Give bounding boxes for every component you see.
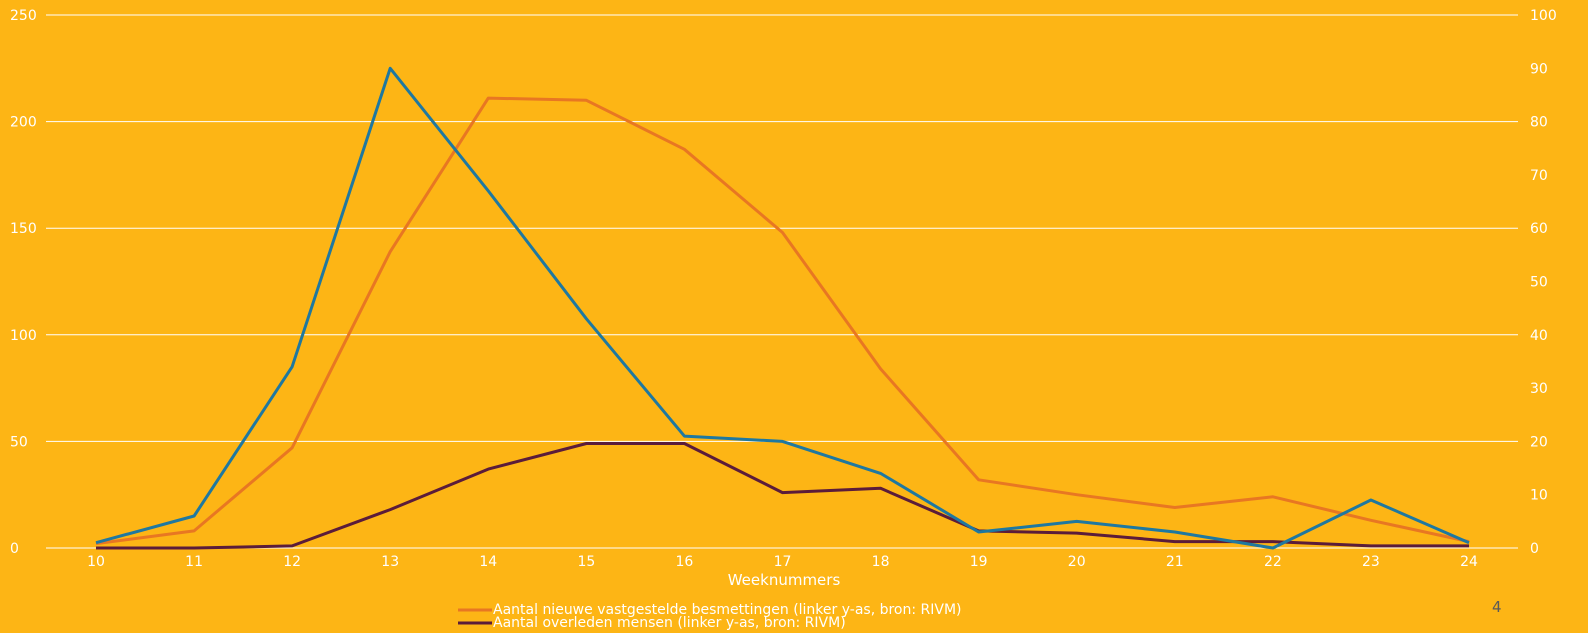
y-tick-label-right: 30 (1530, 381, 1548, 397)
y-tick-label-left: 50 (10, 434, 28, 450)
y-tick-label-right: 10 (1530, 488, 1548, 504)
x-tick-label: 19 (970, 554, 988, 570)
x-tick-label: 18 (872, 554, 890, 570)
x-tick-label: 16 (676, 554, 694, 570)
y-tick-label-right: 20 (1530, 434, 1548, 450)
x-tick-label: 10 (87, 554, 105, 570)
y-tick-label-left: 150 (10, 221, 37, 237)
right-y-axis: 0 10 20 30 40 50 60 70 80 90 100 (1530, 8, 1557, 557)
x-tick-label: 17 (774, 554, 792, 570)
y-tick-label-right: 0 (1530, 541, 1539, 557)
x-tick-label: 11 (185, 554, 203, 570)
x-axis-title: Weeknummers (728, 571, 841, 589)
page-number: 4 (1492, 598, 1502, 616)
series-line-2 (95, 66, 1470, 550)
y-tick-label-right: 70 (1530, 168, 1548, 184)
x-tick-label: 12 (283, 554, 301, 570)
y-tick-label-left: 250 (10, 8, 37, 24)
x-axis: 10 11 12 13 14 15 16 17 18 19 20 21 22 23 24 (87, 554, 1478, 570)
legend-label-infections: Aantal nieuwe vastgestelde besmettingen … (493, 602, 962, 618)
x-tick-label: 15 (577, 554, 595, 570)
y-tick-label-left: 200 (10, 115, 37, 131)
y-tick-label-left: 0 (10, 541, 19, 557)
x-tick-label: 14 (479, 554, 497, 570)
x-tick-label: 20 (1068, 554, 1086, 570)
series-lines (95, 66, 1470, 550)
x-tick-label: 21 (1166, 554, 1184, 570)
legend-label-deaths: Aantal overleden mensen (linker y-as, br… (493, 615, 846, 631)
y-tick-label-right: 50 (1530, 275, 1548, 291)
y-tick-label-left: 100 (10, 328, 37, 344)
x-tick-label: 13 (381, 554, 399, 570)
y-tick-label-right: 80 (1530, 115, 1548, 131)
y-tick-label-right: 40 (1530, 328, 1548, 344)
legend: Aantal nieuwe vastgestelde besmettingen … (458, 602, 962, 631)
x-tick-label: 22 (1264, 554, 1282, 570)
x-tick-label: 23 (1362, 554, 1380, 570)
x-tick-label: 24 (1460, 554, 1478, 570)
y-tick-label-right: 60 (1530, 221, 1548, 237)
y-tick-label-right: 100 (1530, 8, 1557, 24)
left-y-axis: 0 50 100 150 200 250 (10, 8, 37, 557)
series-line-0 (95, 96, 1470, 546)
y-tick-label-right: 90 (1530, 61, 1548, 77)
series-line-1 (96, 442, 1469, 550)
